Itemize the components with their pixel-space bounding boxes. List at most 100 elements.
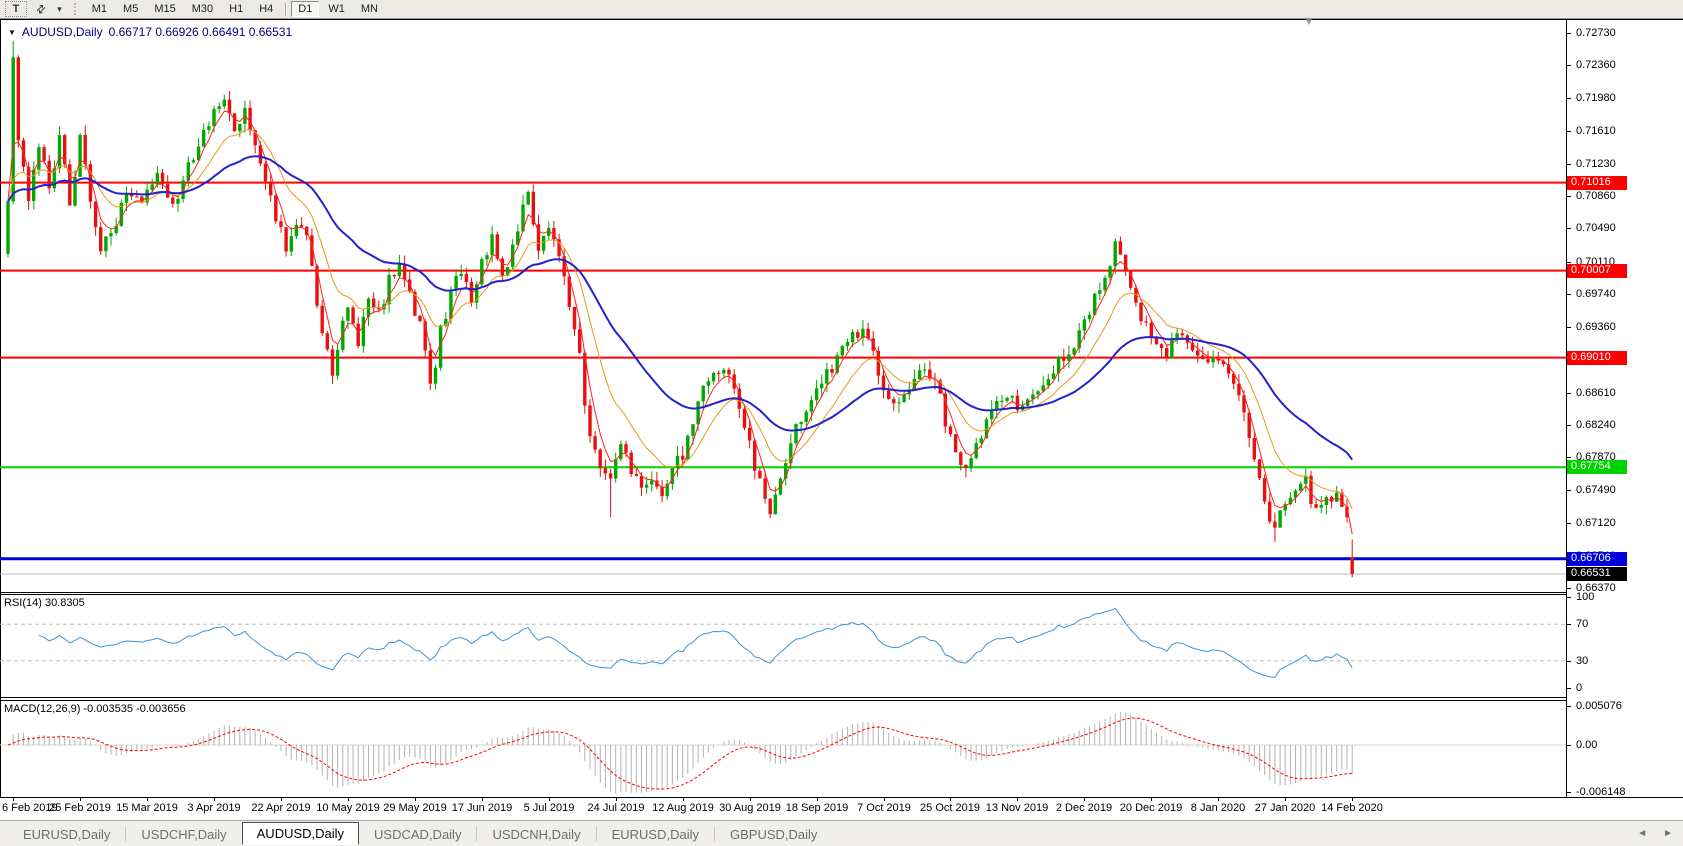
price-tick — [1566, 33, 1571, 34]
macd-pane-bottom-border — [0, 797, 1683, 798]
macd-tick-label: 0.005076 — [1576, 700, 1622, 712]
chart-shift-marker[interactable]: ▼ — [1304, 17, 1314, 28]
price-tick-label: 0.67490 — [1576, 484, 1616, 496]
rsi-tick — [1566, 624, 1571, 626]
date-tick-label: 18 Sep 2019 — [785, 802, 849, 814]
macd-indicator-pane[interactable] — [0, 701, 1566, 797]
date-tick-label: 30 Aug 2019 — [719, 802, 781, 814]
timeframe-button-h4[interactable]: H4 — [252, 1, 280, 17]
date-tick — [1084, 797, 1085, 801]
date-tick — [281, 797, 282, 801]
tab-separator — [713, 827, 715, 841]
tab-separator — [476, 827, 478, 841]
price-tick — [1566, 262, 1571, 263]
price-tick — [1566, 98, 1571, 99]
date-tick-label: 15 Mar 2019 — [116, 802, 178, 814]
price-tick-label: 0.68610 — [1576, 387, 1616, 399]
date-tick — [1352, 797, 1353, 801]
text-tool-button[interactable]: T — [5, 1, 27, 17]
price-tick — [1566, 65, 1571, 66]
chart-title-ohlc: 0.66717 0.66926 0.66491 0.66531 — [108, 25, 293, 39]
current-price-badge: 0.66531 — [1567, 567, 1627, 581]
down-candle-bodies — [16, 57, 1354, 574]
price-tick — [1566, 164, 1571, 165]
rsi-tick-label: 30 — [1576, 654, 1589, 667]
chart-tab-eurusd-daily[interactable]: EURUSD,Daily — [611, 826, 699, 842]
date-tick — [1151, 797, 1152, 801]
date-tick-label: 24 Jul 2019 — [587, 802, 645, 814]
double-arrow-icon: ⇅ — [32, 1, 48, 17]
chart-tab-gbpusd-daily[interactable]: GBPUSD,Daily — [729, 826, 818, 842]
date-tick — [1017, 797, 1018, 801]
rsi-pane-top-border[interactable] — [0, 594, 1567, 595]
price-tick — [1566, 425, 1571, 426]
price-level-badge: 0.71016 — [1567, 176, 1627, 190]
date-tick-label: 17 Jun 2019 — [451, 802, 513, 814]
price-tick — [1566, 523, 1571, 524]
toolbar: T ⇅ ▾ M1 M5 M15 M30 H1 H4 D1 W1 MN — [0, 0, 1683, 19]
timeframe-button-m1[interactable]: M1 — [85, 1, 114, 17]
date-tick-label: 22 Apr 2019 — [251, 802, 311, 814]
price-tick — [1566, 131, 1571, 132]
price-tick — [1566, 228, 1571, 229]
timeframe-button-h1[interactable]: H1 — [222, 1, 250, 17]
chart-tab-eurusd-daily[interactable]: EURUSD,Daily — [23, 826, 111, 842]
macd-tick — [1566, 706, 1571, 707]
price-tick — [1566, 588, 1571, 589]
date-tick-label: 13 Nov 2019 — [985, 802, 1049, 814]
timeframe-button-m30[interactable]: M30 — [185, 1, 220, 17]
rsi-tick-label: 0 — [1576, 682, 1583, 694]
timeframe-button-d1[interactable]: D1 — [291, 1, 320, 17]
cursor-arrows-button[interactable]: ⇅ — [29, 1, 52, 17]
timeframe-button-m15[interactable]: M15 — [147, 1, 182, 17]
cursor-tool-dropdown[interactable]: ▾ — [54, 1, 65, 17]
timeframe-button-w1[interactable]: W1 — [321, 1, 352, 17]
price-tick — [1566, 196, 1571, 197]
toolbar-grip[interactable] — [73, 3, 79, 15]
down-candle-wicks — [17, 55, 1353, 578]
chart-dropdown-icon[interactable]: ▼ — [8, 27, 16, 37]
date-tick-label: 25 Oct 2019 — [920, 802, 980, 814]
date-tick — [80, 797, 81, 801]
main-pane-bottom-border — [0, 592, 1567, 593]
timeframe-button-mn[interactable]: MN — [354, 1, 385, 17]
price-tick — [1566, 457, 1571, 458]
macd-signal-line — [7, 717, 1353, 790]
price-tick-label: 0.69740 — [1576, 288, 1616, 300]
date-tick — [214, 797, 215, 801]
tab-scroll-right-icon[interactable]: ► — [1663, 828, 1673, 839]
date-tick — [549, 797, 550, 801]
date-tick-label: 25 Feb 2019 — [49, 802, 111, 814]
timeframe-button-m5[interactable]: M5 — [116, 1, 145, 17]
chart-tab-audusd-daily[interactable]: AUDUSD,Daily — [241, 821, 360, 845]
macd-label: MACD(12,26,9) -0.003535 -0.003656 — [4, 703, 186, 715]
rsi-line — [38, 607, 1353, 678]
chart-tab-usdchf-daily[interactable]: USDCHF,Daily — [141, 826, 227, 842]
chart-tab-bar: EURUSD,Daily USDCHF,Daily AUDUSD,Daily USDC… — [0, 820, 1683, 846]
price-tick-label: 0.67120 — [1576, 517, 1616, 529]
macd-pane-top-border[interactable] — [0, 700, 1567, 701]
rsi-indicator-pane[interactable] — [0, 595, 1566, 697]
date-tick-label: 12 Aug 2019 — [652, 802, 714, 814]
price-tick — [1566, 327, 1571, 328]
date-tick — [1218, 797, 1219, 801]
price-tick-label: 0.68240 — [1576, 419, 1616, 431]
main-price-chart[interactable] — [0, 20, 1566, 592]
date-tick — [147, 797, 148, 801]
tab-scroll-left-icon[interactable]: ◄ — [1637, 828, 1648, 839]
rsi-tick — [1566, 660, 1571, 662]
rsi-tick — [1566, 688, 1571, 689]
rsi-pane-bottom-border — [0, 697, 1567, 698]
date-tick-label: 2 Dec 2019 — [1055, 802, 1113, 814]
chart-tab-usdcad-daily[interactable]: USDCAD,Daily — [374, 826, 462, 842]
tab-separator — [125, 827, 127, 841]
price-axis-separator[interactable] — [1566, 19, 1567, 797]
date-tick — [817, 797, 818, 801]
price-tick-label: 0.66370 — [1576, 582, 1616, 594]
price-tick-label: 0.72730 — [1576, 27, 1616, 39]
chart-tab-usdcnh-daily[interactable]: USDCNH,Daily — [492, 826, 581, 842]
rsi-tick-label: 70 — [1576, 618, 1589, 631]
date-tick — [750, 797, 751, 801]
ma-slow-line — [7, 155, 1353, 461]
